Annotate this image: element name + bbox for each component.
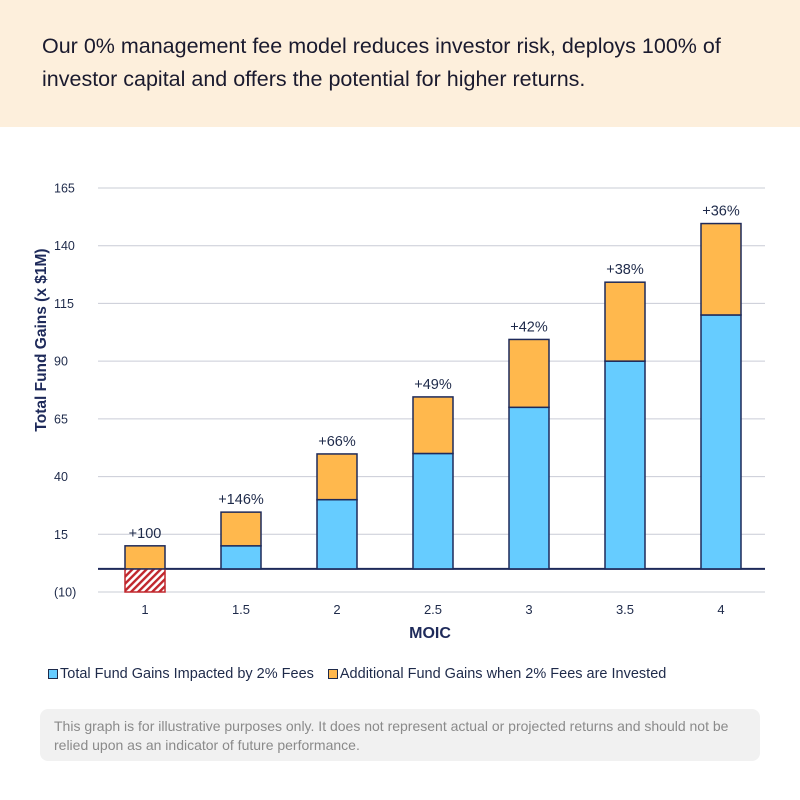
legend-swatch-blue — [48, 669, 58, 679]
bar-fee-impacted-gains — [604, 360, 646, 570]
bar-fee-impacted-gains — [412, 452, 454, 570]
chart-legend: Total Fund Gains Impacted by 2% Fees Add… — [48, 666, 778, 682]
x-tick-label: 1.5 — [232, 602, 250, 617]
y-tick-label: 65 — [54, 412, 68, 426]
bar-additional-gains — [604, 281, 646, 362]
data-label: +66% — [318, 434, 356, 450]
x-tick-label: 2.5 — [424, 602, 442, 617]
legend-label: Additional Fund Gains when 2% Fees are I… — [339, 666, 667, 682]
bar-fee-impacted-gains — [508, 406, 550, 570]
bar-additional-gains — [412, 396, 454, 455]
bar-additional-gains — [220, 511, 262, 547]
x-tick-label: 3.5 — [616, 602, 634, 617]
legend-label: Total Fund Gains Impacted by 2% Fees — [60, 666, 314, 682]
headline-text: Our 0% management fee model reduces inve… — [42, 34, 721, 91]
bar-negative-segment — [124, 568, 166, 593]
data-label: +146% — [218, 492, 264, 508]
x-tick-label: 4 — [717, 602, 724, 617]
bar-fee-impacted-gains — [700, 314, 742, 570]
fund-gains-chart: (10) 15 40 65 90 115 140 165 +100 1 +146% 1.5 +66% 2 +… — [33, 182, 765, 642]
bar-fee-impacted-gains — [316, 498, 358, 570]
bar-fee-impacted-gains — [220, 545, 262, 570]
bar-additional-gains — [124, 545, 166, 570]
data-label: +100 — [129, 526, 162, 542]
x-tick-label: 3 — [525, 602, 532, 617]
bar-additional-gains — [700, 222, 742, 316]
y-tick-label: 15 — [54, 528, 68, 542]
data-label: +49% — [414, 377, 452, 393]
legend-item-fees-impacted: Total Fund Gains Impacted by 2% Fees — [48, 666, 314, 682]
disclaimer-box: This graph is for illustrative purposes … — [40, 709, 760, 761]
x-axis-title: MOIC — [409, 625, 451, 642]
data-label: +42% — [510, 319, 548, 335]
y-tick-label: 90 — [54, 355, 68, 369]
legend-item-fees-invested: Additional Fund Gains when 2% Fees are I… — [327, 666, 667, 682]
disclaimer-text: This graph is for illustrative purposes … — [54, 718, 729, 753]
headline-band — [0, 0, 800, 127]
x-tick-label: 2 — [333, 602, 340, 617]
bar-additional-gains — [508, 338, 550, 409]
data-label: +36% — [702, 204, 740, 220]
bar-additional-gains — [316, 453, 358, 501]
y-tick-label: 140 — [54, 239, 75, 253]
legend-swatch-orange — [327, 669, 338, 679]
y-tick-label: 40 — [54, 470, 68, 484]
y-tick-label: 165 — [54, 182, 75, 196]
x-tick-label: 1 — [141, 602, 148, 617]
data-label: +38% — [606, 262, 644, 278]
y-tick-label: (10) — [54, 586, 76, 600]
y-tick-label: 115 — [54, 297, 74, 311]
y-axis-title: Total Fund Gains (x $1M) — [33, 248, 50, 431]
